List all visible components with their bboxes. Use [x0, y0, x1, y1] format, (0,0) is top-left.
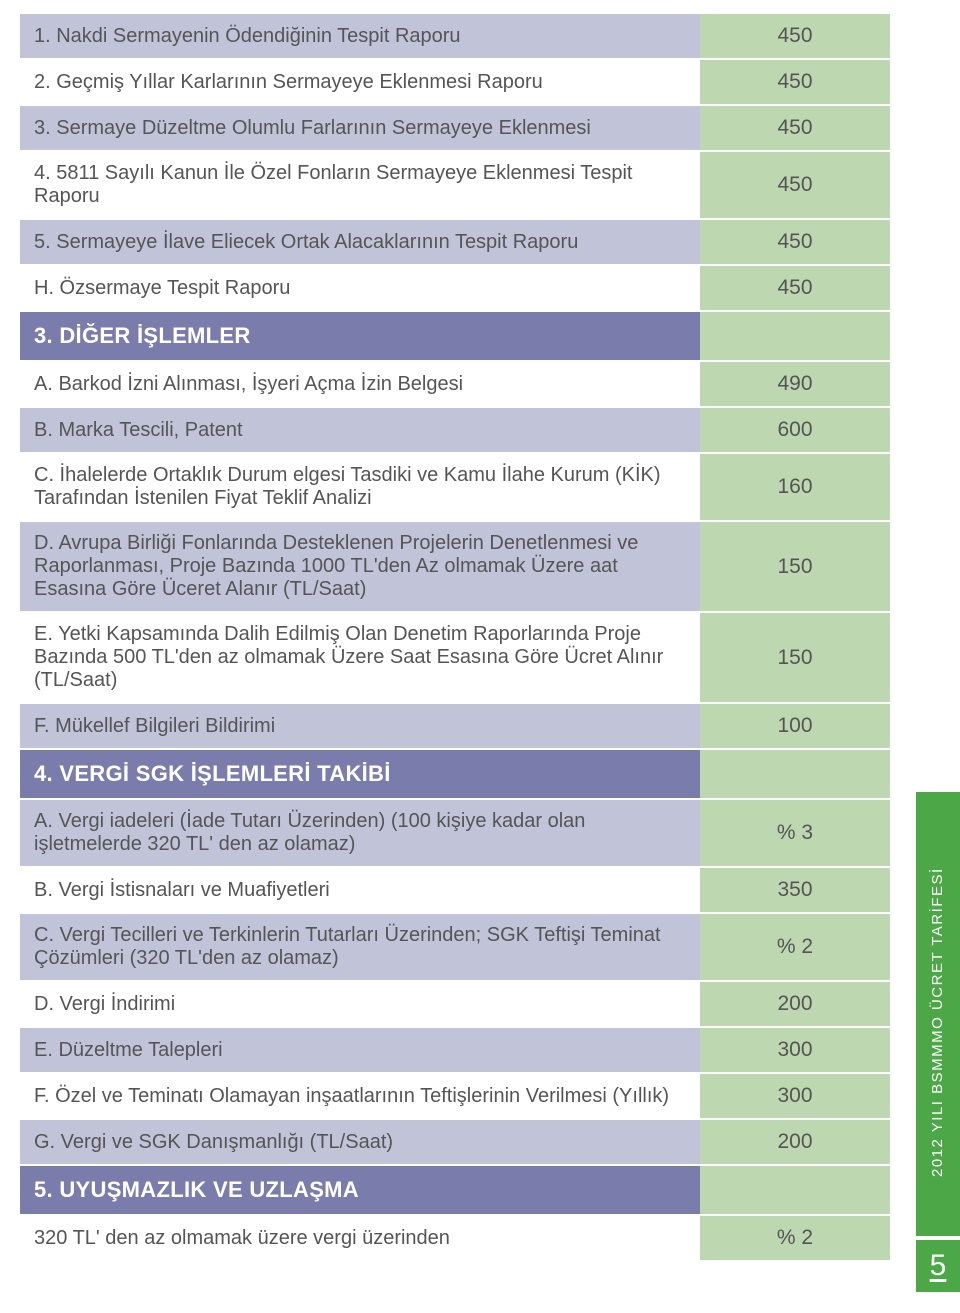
item-value: 200 [700, 982, 890, 1026]
item-value: 150 [700, 613, 890, 702]
r3-c: C. İhalelerde Ortaklık Durum elgesi Tasd… [20, 454, 890, 520]
page-number-box: 5 [916, 1240, 960, 1292]
item-value: % 2 [700, 1216, 890, 1260]
item-value: % 3 [700, 800, 890, 866]
item-value: 300 [700, 1074, 890, 1118]
item-label: B. Vergi İstisnaları ve Muafiyetleri [20, 868, 700, 912]
item-label: F. Özel ve Teminatı Olamayan inşaatların… [20, 1074, 700, 1118]
item-value: 450 [700, 106, 890, 150]
r4-f: F. Özel ve Teminatı Olamayan inşaatların… [20, 1074, 890, 1118]
item-label: F. Mükellef Bilgileri Bildirimi [20, 704, 700, 748]
r1-1: 1. Nakdi Sermayenin Ödendiğinin Tespit R… [20, 14, 890, 58]
section-label: 3. DİĞER İŞLEMLER [20, 312, 700, 360]
section-3: 3. DİĞER İŞLEMLER [20, 312, 890, 360]
item-label: A. Barkod İzni Alınması, İşyeri Açma İzi… [20, 362, 700, 406]
item-label: E. Düzeltme Talepleri [20, 1028, 700, 1072]
r3-e: E. Yetki Kapsamında Dalih Edilmiş Olan D… [20, 613, 890, 702]
item-value: 100 [700, 704, 890, 748]
sidebar-label: 2012 YILI BSMMMO ÜCRET TARİFESİ [929, 832, 946, 1212]
section-value-empty [700, 750, 890, 798]
r1-5: 5. Sermayeye İlave Eliecek Ortak Alacakl… [20, 220, 890, 264]
item-value: % 2 [700, 914, 890, 980]
section-value-empty [700, 1166, 890, 1214]
item-value: 200 [700, 1120, 890, 1164]
item-label: 2. Geçmiş Yıllar Karlarının Sermayeye Ek… [20, 60, 700, 104]
item-label: G. Vergi ve SGK Danışmanlığı (TL/Saat) [20, 1120, 700, 1164]
item-label: C. İhalelerde Ortaklık Durum elgesi Tasd… [20, 454, 700, 520]
r3-d: D. Avrupa Birliği Fonlarında Desteklenen… [20, 522, 890, 611]
price-table-page: 1. Nakdi Sermayenin Ödendiğinin Tespit R… [20, 0, 890, 1262]
item-value: 160 [700, 454, 890, 520]
r3-f: F. Mükellef Bilgileri Bildirimi100 [20, 704, 890, 748]
item-value: 450 [700, 266, 890, 310]
section-label: 4. VERGİ SGK İŞLEMLERİ TAKİBİ [20, 750, 700, 798]
sidebar-tab: 2012 YILI BSMMMO ÜCRET TARİFESİ [916, 792, 960, 1236]
item-label: 5. Sermayeye İlave Eliecek Ortak Alacakl… [20, 220, 700, 264]
r1-2: 2. Geçmiş Yıllar Karlarının Sermayeye Ek… [20, 60, 890, 104]
page-number: 5 [930, 1249, 947, 1283]
section-4: 4. VERGİ SGK İŞLEMLERİ TAKİBİ [20, 750, 890, 798]
r3-b: B. Marka Tescili, Patent600 [20, 408, 890, 452]
section-5: 5. UYUŞMAZLIK VE UZLAŞMA [20, 1166, 890, 1214]
item-label: C. Vergi Tecilleri ve Terkinlerin Tutarl… [20, 914, 700, 980]
item-label: 1. Nakdi Sermayenin Ödendiğinin Tespit R… [20, 14, 700, 58]
item-label: D. Avrupa Birliği Fonlarında Desteklenen… [20, 522, 700, 611]
item-label: B. Marka Tescili, Patent [20, 408, 700, 452]
r4-b: B. Vergi İstisnaları ve Muafiyetleri350 [20, 868, 890, 912]
r4-e: E. Düzeltme Talepleri300 [20, 1028, 890, 1072]
r4-g: G. Vergi ve SGK Danışmanlığı (TL/Saat)20… [20, 1120, 890, 1164]
item-label: D. Vergi İndirimi [20, 982, 700, 1026]
section-value-empty [700, 312, 890, 360]
item-label: A. Vergi iadeleri (İade Tutarı Üzerinden… [20, 800, 700, 866]
r4-a: A. Vergi iadeleri (İade Tutarı Üzerinden… [20, 800, 890, 866]
item-value: 450 [700, 152, 890, 218]
r3-a: A. Barkod İzni Alınması, İşyeri Açma İzi… [20, 362, 890, 406]
r4-d: D. Vergi İndirimi200 [20, 982, 890, 1026]
item-label: 4. 5811 Sayılı Kanun İle Özel Fonların S… [20, 152, 700, 218]
item-value: 450 [700, 220, 890, 264]
r1-3: 3. Sermaye Düzeltme Olumlu Farlarının Se… [20, 106, 890, 150]
item-value: 300 [700, 1028, 890, 1072]
r4-c: C. Vergi Tecilleri ve Terkinlerin Tutarl… [20, 914, 890, 980]
item-label: 320 TL' den az olmamak üzere vergi üzeri… [20, 1216, 700, 1260]
item-value: 450 [700, 14, 890, 58]
r1-4: 4. 5811 Sayılı Kanun İle Özel Fonların S… [20, 152, 890, 218]
r5-1: 320 TL' den az olmamak üzere vergi üzeri… [20, 1216, 890, 1260]
item-value: 150 [700, 522, 890, 611]
item-value: 490 [700, 362, 890, 406]
price-table: 1. Nakdi Sermayenin Ödendiğinin Tespit R… [20, 12, 890, 1262]
item-value: 350 [700, 868, 890, 912]
section-label: 5. UYUŞMAZLIK VE UZLAŞMA [20, 1166, 700, 1214]
item-value: 600 [700, 408, 890, 452]
item-label: 3. Sermaye Düzeltme Olumlu Farlarının Se… [20, 106, 700, 150]
r1-h: H. Özsermaye Tespit Raporu450 [20, 266, 890, 310]
item-label: H. Özsermaye Tespit Raporu [20, 266, 700, 310]
item-label: E. Yetki Kapsamında Dalih Edilmiş Olan D… [20, 613, 700, 702]
item-value: 450 [700, 60, 890, 104]
